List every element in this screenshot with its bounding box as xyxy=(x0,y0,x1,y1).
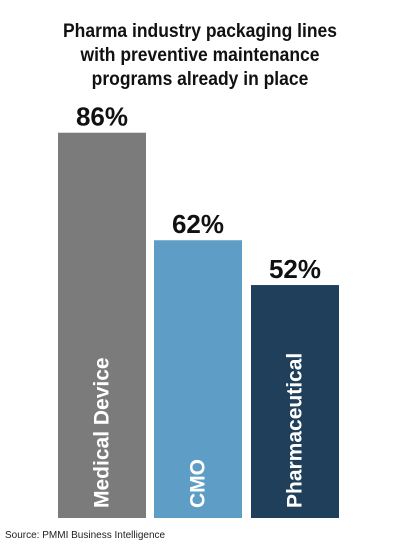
source-note: Source: PMMI Business Intelligence xyxy=(5,530,166,541)
bar-medical-device xyxy=(58,132,146,518)
bar-pharmaceutical xyxy=(251,285,339,518)
bar-cmo xyxy=(154,240,242,519)
chart-title-line-3: programs already in place xyxy=(91,69,309,90)
chart-title: Pharma industry packaging lines with pre… xyxy=(34,20,365,92)
category-label-medical-device: Medical Device xyxy=(91,357,114,508)
category-label-pharmaceutical: Pharmaceutical xyxy=(284,353,307,508)
value-label-pharmaceutical: 52% xyxy=(269,254,321,284)
category-label-cmo: CMO xyxy=(187,459,210,508)
value-label-cmo: 62% xyxy=(172,209,224,239)
chart-title-line-1: Pharma industry packaging lines xyxy=(63,21,337,42)
chart-title-line-2: with preventive maintenance xyxy=(80,45,320,66)
value-label-medical-device: 86% xyxy=(76,102,128,132)
